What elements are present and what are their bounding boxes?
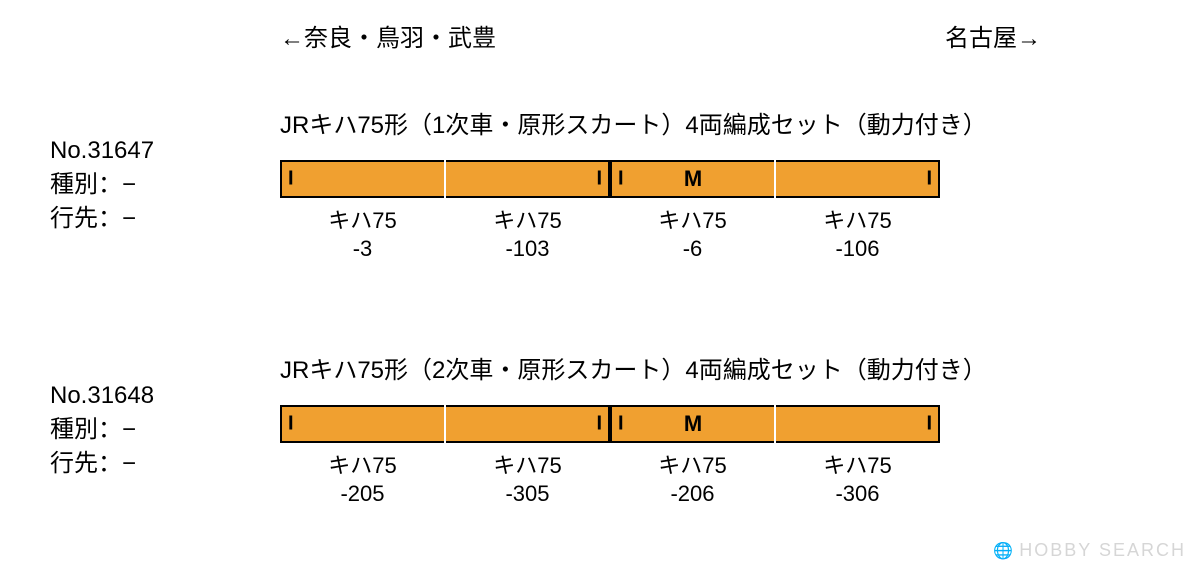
car-label: キハ75-103 <box>445 207 610 263</box>
car-label: キハ75-305 <box>445 452 610 508</box>
car-label: キハ75-206 <box>610 452 775 508</box>
train-bar: I I I M I <box>280 160 940 198</box>
car-2: I <box>446 405 608 443</box>
type-label: 種別：− <box>50 169 154 201</box>
direction-left: ←奈良・鳥羽・武豊 <box>280 18 496 53</box>
car-3: I M <box>612 405 774 443</box>
cab-marker-icon: I <box>618 168 624 191</box>
car-labels: キハ75-205 キハ75-305 キハ75-206 キハ75-306 <box>280 452 940 508</box>
product-no: No.31648 <box>50 380 154 412</box>
info-labels: No.31648 種別：− 行先：− <box>50 380 154 482</box>
type-label: 種別：− <box>50 414 154 446</box>
car-label: キハ75-306 <box>775 452 940 508</box>
cab-marker-icon: I <box>926 168 932 191</box>
set-title: JRキハ75形（2次車・原形スカート）4両編成セット（動力付き） <box>280 350 987 385</box>
cab-marker-icon: I <box>926 413 932 436</box>
car-4: I <box>776 405 940 443</box>
motor-marker: M <box>684 411 702 437</box>
cab-marker-icon: I <box>596 413 602 436</box>
train-bar: I I I M I <box>280 405 940 443</box>
car-2: I <box>446 160 608 198</box>
car-1: I <box>280 405 444 443</box>
set-title: JRキハ75形（1次車・原形スカート）4両編成セット（動力付き） <box>280 105 987 140</box>
car-1: I <box>280 160 444 198</box>
globe-icon: 🌐 <box>993 543 1015 560</box>
cab-marker-icon: I <box>618 413 624 436</box>
car-labels: キハ75-3 キハ75-103 キハ75-6 キハ75-106 <box>280 207 940 263</box>
info-labels: No.31647 種別：− 行先：− <box>50 135 154 237</box>
car-label: キハ75-205 <box>280 452 445 508</box>
dest-label: 行先：− <box>50 203 154 235</box>
car-3: I M <box>612 160 774 198</box>
watermark-text: HOBBY SEARCH <box>1019 540 1186 560</box>
product-no: No.31647 <box>50 135 154 167</box>
car-label: キハ75-3 <box>280 207 445 263</box>
cab-marker-icon: I <box>288 168 294 191</box>
car-label: キハ75-6 <box>610 207 775 263</box>
cab-marker-icon: I <box>596 168 602 191</box>
cab-marker-icon: I <box>288 413 294 436</box>
watermark: 🌐HOBBY SEARCH <box>993 540 1186 561</box>
car-label: キハ75-106 <box>775 207 940 263</box>
dest-label: 行先：− <box>50 448 154 480</box>
direction-right: 名古屋→ <box>945 18 1041 53</box>
motor-marker: M <box>684 166 702 192</box>
car-4: I <box>776 160 940 198</box>
